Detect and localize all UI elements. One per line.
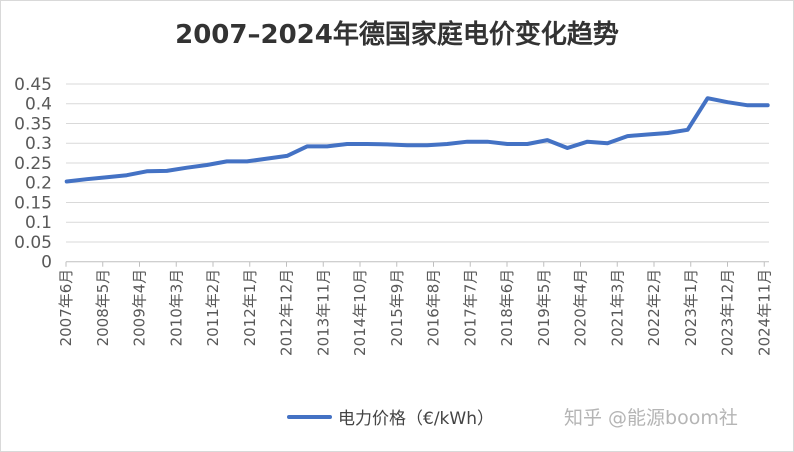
legend-swatch — [287, 414, 332, 419]
x-tick-label: 2016年8月 — [425, 269, 443, 347]
y-tick-label: 0.2 — [25, 174, 52, 194]
series-line — [64, 96, 770, 184]
y-tick-label: 0.05 — [14, 233, 52, 253]
x-tick-label: 2015年9月 — [388, 269, 406, 347]
legend-label: 电力价格（€/kWh） — [338, 409, 494, 429]
x-tick-label: 2013年11月 — [314, 269, 332, 356]
y-tick-label: 0.35 — [14, 114, 52, 134]
watermark: 知乎 @能源boom社 — [564, 407, 738, 429]
legend: 电力价格（€/kWh） — [287, 404, 494, 429]
x-tick-label: 2012年1月 — [241, 269, 259, 347]
x-tick-label: 2023年12月 — [719, 269, 737, 356]
y-tick-label: 0 — [41, 253, 52, 273]
x-tick-label: 2011年2月 — [204, 269, 222, 347]
x-tick-label: 2018年6月 — [498, 269, 516, 347]
x-tick-label: 2023年1月 — [682, 269, 700, 347]
x-tick-label: 2010年3月 — [167, 269, 185, 347]
x-tick-label: 2012年12月 — [278, 269, 296, 356]
y-tick-label: 0.15 — [14, 193, 52, 213]
x-tick-label: 2008年5月 — [94, 269, 112, 347]
x-tick-label: 2007年6月 — [57, 269, 75, 347]
y-tick-label: 0.1 — [25, 213, 52, 233]
y-tick-label: 0.25 — [14, 154, 52, 174]
x-tick-label: 2021年3月 — [608, 269, 626, 347]
x-tick-label: 2024年11月 — [755, 269, 773, 356]
chart-title: 2007–2024年德国家庭电价变化趋势 — [175, 20, 619, 50]
x-tick-label: 2017年7月 — [461, 269, 479, 347]
x-tick-label: 2020年4月 — [572, 269, 590, 347]
x-tick-label: 2014年10月 — [351, 269, 369, 356]
x-tick-label: 2022年2月 — [645, 269, 663, 347]
y-tick-label: 0.3 — [25, 134, 52, 154]
x-tick-label: 2009年4月 — [131, 269, 149, 347]
x-tick-label: 2019年5月 — [535, 269, 553, 347]
y-tick-label: 0.4 — [25, 95, 52, 115]
y-tick-label: 0.45 — [14, 75, 52, 95]
